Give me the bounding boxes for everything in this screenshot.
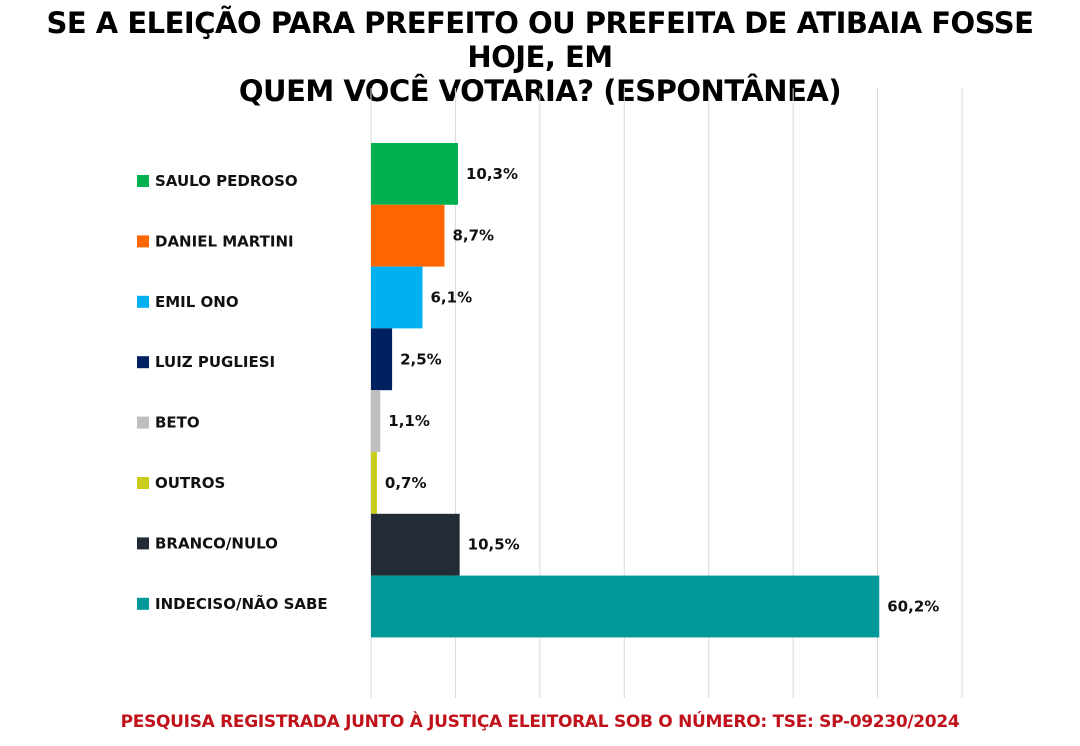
bar-4 (371, 390, 381, 452)
legend-swatch-5 (137, 477, 149, 489)
bar-1 (371, 204, 445, 267)
legend-label-1: DANIEL MARTINI (155, 232, 294, 250)
bar-6 (371, 513, 460, 576)
bar-0 (371, 143, 458, 205)
value-label-7: 60,2% (887, 598, 939, 616)
value-label-4: 1,1% (388, 412, 430, 430)
legend-swatch-3 (137, 356, 149, 369)
value-label-1: 8,7% (452, 227, 494, 245)
legend: SAULO PEDROSO DANIEL MARTINI EMIL ONO LUIZ … (137, 172, 328, 613)
legend-label-7: INDECISO/NÃO SABE (155, 594, 328, 613)
legend-label-3: LUIZ PUGLIESI (155, 353, 275, 371)
legend-swatch-4 (137, 416, 149, 429)
legend-swatch-6 (137, 537, 149, 550)
bar-2 (371, 266, 423, 329)
legend-label-6: BRANCO/NULO (155, 534, 278, 552)
value-label-3: 2,5% (400, 350, 442, 368)
legend-swatch-1 (137, 235, 149, 248)
legend-label-4: BETO (155, 414, 200, 432)
value-label-0: 10,3% (466, 165, 518, 183)
registration-footnote: PESQUISA REGISTRADA JUNTO À JUSTIÇA ELEI… (120, 712, 960, 732)
bar-5 (371, 452, 377, 514)
bar-7 (371, 575, 880, 638)
legend-label-5: OUTROS (155, 474, 225, 492)
value-label-6: 10,5% (468, 536, 520, 554)
bar-3 (371, 328, 393, 391)
chart-title: SE A ELEIÇÃO PARA PREFEITO OU PREFEITA D… (0, 6, 1080, 108)
legend-label-0: SAULO PEDROSO (155, 172, 298, 190)
value-label-5: 0,7% (385, 474, 427, 492)
legend-swatch-7 (137, 597, 149, 610)
chart-title-line-1: SE A ELEIÇÃO PARA PREFEITO OU PREFEITA D… (46, 6, 1034, 74)
legend-label-2: EMIL ONO (155, 293, 239, 311)
value-labels: 10,3% 8,7% 6,1% 2,5% 1,1% 0,7% 10,5% 60,2% (385, 165, 939, 616)
legend-swatch-2 (137, 295, 149, 308)
value-label-2: 6,1% (431, 289, 473, 307)
bars (371, 143, 880, 638)
legend-swatch-0 (137, 175, 149, 187)
